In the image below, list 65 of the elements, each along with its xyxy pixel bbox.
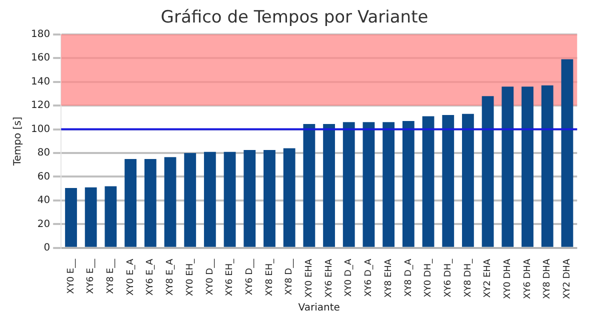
- x-tick-label: XY0 E_A: [126, 258, 136, 296]
- bar: [84, 187, 97, 247]
- bar: [244, 150, 256, 247]
- y-tick-label: 180: [30, 28, 50, 40]
- x-tick-label: XY0 E__: [66, 258, 76, 294]
- x-tick-label: XY8 DH_: [463, 258, 474, 298]
- x-tick-label: XY0 EH_: [185, 258, 196, 296]
- chart-title: Gráfico de Tempos por Variante: [160, 8, 428, 28]
- y-tick-label: 40: [37, 195, 50, 206]
- y-axis-title: Tempo [s]: [12, 116, 24, 167]
- bar: [224, 152, 236, 247]
- bar: [541, 85, 554, 247]
- x-tick-label: XY6 DHA: [522, 258, 533, 300]
- x-tick-label: XY6 EHA: [324, 258, 334, 298]
- bar: [561, 59, 574, 247]
- bar: [382, 122, 395, 247]
- x-tick-label: XY0 EHA: [304, 258, 315, 298]
- bar: [303, 124, 316, 247]
- bar: [323, 124, 335, 247]
- bar: [204, 152, 216, 247]
- x-tick-label: XY6 D_A: [364, 258, 374, 297]
- x-tick-label: XY2 DHA: [562, 258, 573, 300]
- bar: [164, 157, 176, 247]
- bar: [402, 120, 414, 247]
- y-tick-label: 0: [44, 242, 50, 254]
- bar: [482, 96, 494, 247]
- y-tick-label: 160: [30, 52, 50, 64]
- bar: [104, 186, 117, 247]
- bar: [422, 116, 434, 247]
- bar: [184, 153, 196, 247]
- y-tick-label: 100: [30, 124, 50, 135]
- x-tick-label: XY8 D__: [284, 258, 295, 296]
- x-tick-label: XY6 EH_: [225, 258, 236, 296]
- bar: [362, 122, 375, 247]
- x-tick-label: XY6 E__: [86, 258, 96, 294]
- bar: [144, 158, 156, 247]
- y-tick-label: 20: [37, 218, 50, 230]
- x-axis-title: Variante: [298, 302, 340, 314]
- y-tick-label: 80: [37, 148, 50, 159]
- x-tick-label: XY0 DHA: [503, 258, 513, 300]
- bar: [522, 86, 534, 247]
- x-tick-label: XY6 D__: [244, 258, 255, 296]
- bar: [442, 115, 454, 247]
- bar: [342, 122, 355, 247]
- y-tick-label: 140: [30, 76, 50, 88]
- x-tick-label: XY2 EHA: [483, 258, 494, 298]
- x-tick-label: XY8 D_A: [404, 258, 414, 297]
- x-tick-label: XY8 DHA: [542, 258, 553, 300]
- x-tick-label: XY8 EHA: [384, 258, 394, 298]
- x-tick-label: XY6 DH_: [443, 258, 454, 298]
- x-tick-label: XY0 D_A: [344, 258, 354, 297]
- x-tick-label: XY8 E_A: [166, 258, 176, 296]
- x-tick-label: XY8 EH_: [264, 258, 275, 296]
- bar: [502, 86, 514, 247]
- x-tick-label: XY0 DH_: [424, 258, 434, 298]
- x-tick-label: XY6 E_A: [146, 258, 156, 296]
- bar: [264, 150, 276, 247]
- bar: [462, 114, 474, 247]
- bar: [124, 158, 137, 247]
- x-tick-label: XY8 E__: [106, 258, 116, 294]
- x-tick-label: XY0 D__: [205, 258, 216, 296]
- bar: [283, 148, 296, 247]
- y-tick-label: 120: [30, 100, 50, 112]
- y-tick-label: 60: [37, 171, 50, 182]
- bar: [65, 188, 77, 247]
